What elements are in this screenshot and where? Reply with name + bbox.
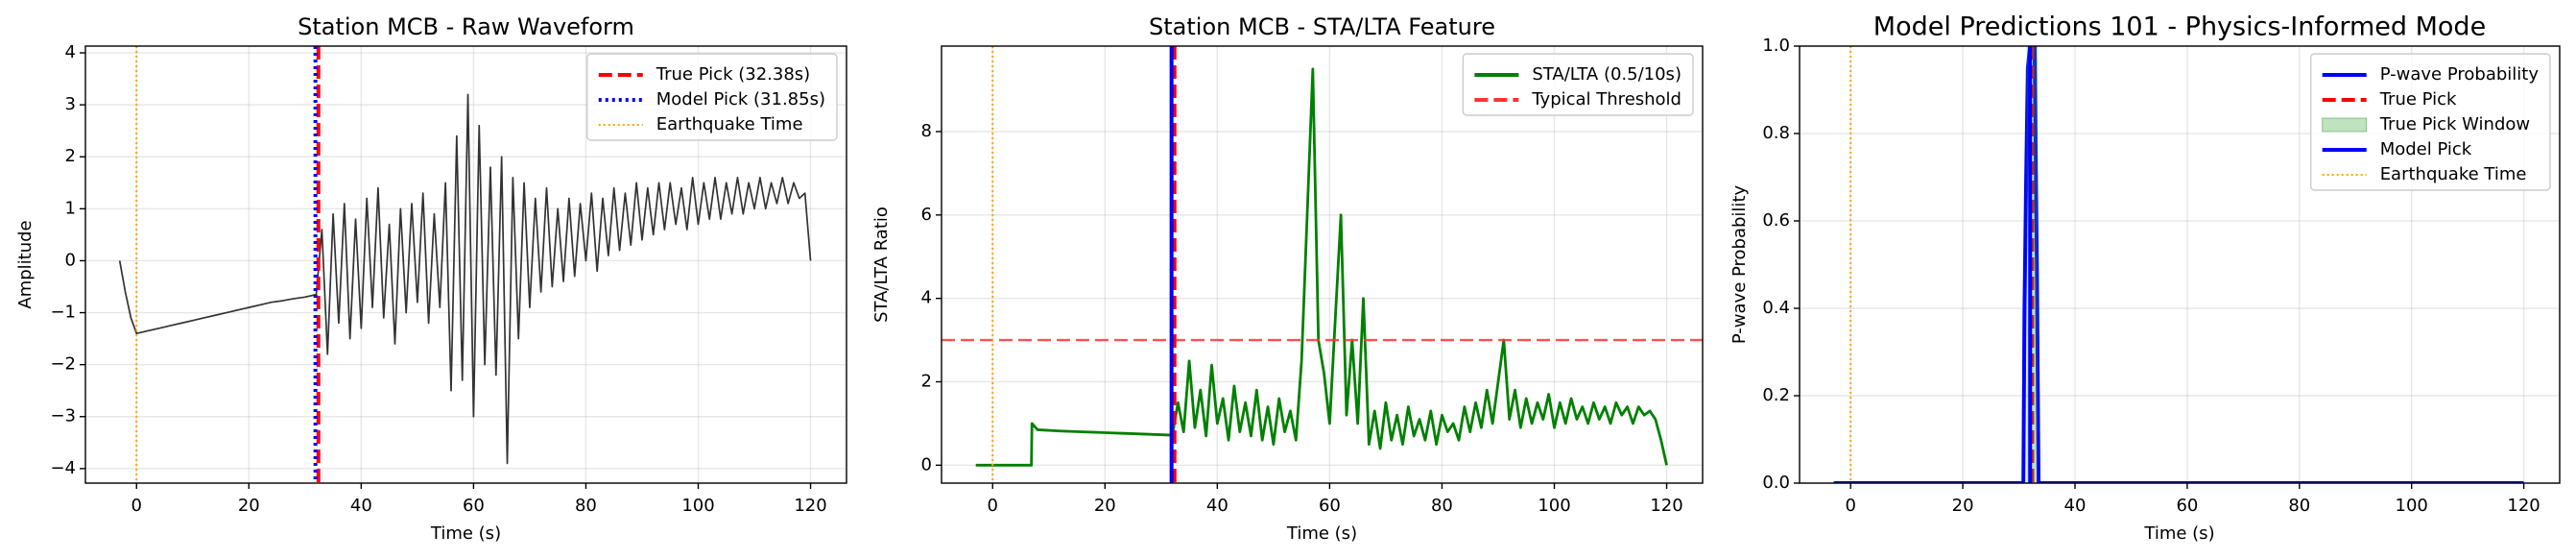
x-tick-label: 0 [1845,496,1855,516]
x-tick-label: 40 [350,496,372,516]
x-tick-label: 80 [1431,496,1453,516]
x-tick-label: 100 [2396,496,2428,516]
x-axis-label: Time (s) [1286,523,1357,544]
y-tick-label: 1 [65,198,76,218]
y-tick-label: 0.2 [1762,385,1790,405]
legend: STA/LTA (0.5/10s) Typical Threshold [1462,53,1694,116]
y-tick-label: −3 [50,406,76,426]
legend-label: Earthquake Time [2380,164,2527,184]
x-tick-label: 120 [1650,496,1682,516]
x-tick-label: 100 [1538,496,1570,516]
legend-label: STA/LTA (0.5/10s) [1532,64,1682,85]
legend-swatch [2322,117,2368,133]
shaded-window [2026,46,2039,483]
plot-area [942,46,1703,483]
legend-label: True Pick Window [2379,114,2530,134]
legend-label: Model Pick (31.85s) [656,89,825,109]
legend-label: Model Pick [2380,139,2472,159]
x-tick-label: 60 [463,496,485,516]
y-tick-label: −2 [50,354,76,375]
x-tick-label: 20 [1952,496,1974,516]
x-tick-label: 60 [2176,496,2198,516]
x-tick-label: 40 [1206,496,1228,516]
x-tick-label: 20 [1094,496,1116,516]
legend-box [1462,53,1694,116]
y-tick-label: 3 [65,94,76,114]
chart-title: Model Predictions 101 - Physics-Informed… [1873,12,2486,42]
panel: Model Predictions 101 - Physics-Informed… [1729,12,2561,544]
y-tick-label: 1.0 [1762,36,1790,56]
y-tick-label: 0.0 [1762,473,1790,493]
axes-frame [941,45,1704,484]
x-tick-label: 40 [2064,496,2087,516]
y-tick-label: −4 [50,458,76,478]
legend-label: True Pick (32.38s) [656,64,810,85]
legend-box [2309,53,2551,191]
x-tick-label: 80 [575,496,597,516]
legend-label: True Pick [2379,89,2457,109]
y-tick-label: 0.6 [1762,210,1790,231]
y-tick-label: 8 [921,121,932,141]
axes-frame [84,45,847,484]
plot-area [1833,46,2524,483]
x-tick-label: 20 [238,496,260,516]
y-tick-label: 4 [921,288,932,308]
chart-title: Station MCB - STA/LTA Feature [1149,13,1495,40]
y-tick-label: 2 [65,146,76,166]
series-line [1833,46,2524,483]
x-axis-label: Time (s) [430,523,501,544]
y-tick-label: 0.8 [1762,123,1790,143]
y-tick-label: 0 [65,250,76,270]
x-tick-label: 120 [2507,496,2540,516]
x-tick-label: 0 [988,496,998,516]
panel: Station MCB - Raw Waveform Time (s) Amplit… [15,13,847,544]
x-axis-label: Time (s) [2143,523,2214,544]
y-tick-label: −1 [50,303,76,323]
y-axis-label: P-wave Probability [1729,185,1750,345]
series-line [975,67,1668,467]
x-tick-label: 60 [1319,496,1341,516]
y-tick-label: 6 [921,205,932,225]
x-tick-label: 80 [2288,496,2310,516]
legend-label: P-wave Probability [2380,64,2540,85]
y-axis-label: Amplitude [15,220,36,308]
legend-label: Typical Threshold [1531,89,1682,109]
y-tick-label: 4 [65,42,76,62]
chart-title: Station MCB - Raw Waveform [298,13,634,40]
legend: P-wave Probability True Pick True Pick Win… [2309,53,2551,191]
y-tick-label: 0.4 [1762,298,1790,318]
legend: True Pick (32.38s) Model Pick (31.85s) Ear… [586,53,838,141]
axes-frame [1799,45,2561,484]
x-tick-label: 120 [794,496,826,516]
y-tick-label: 2 [921,371,932,391]
y-tick-label: 0 [921,454,932,474]
x-tick-label: 100 [681,496,714,516]
legend-label: Earthquake Time [656,114,803,134]
plot-area [118,46,812,483]
panel: Station MCB - STA/LTA Feature Time (s) STA… [871,13,1704,544]
y-axis-label: STA/LTA Ratio [871,207,892,323]
x-tick-label: 0 [131,496,142,516]
waveform-line [118,93,812,465]
legend-box [586,53,838,141]
